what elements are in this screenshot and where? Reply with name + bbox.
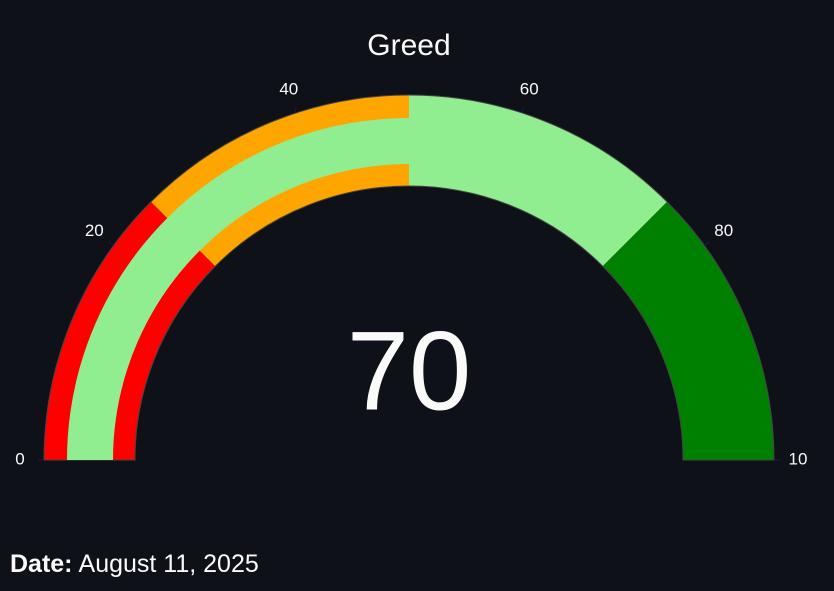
gauge-step [602, 201, 774, 461]
tick-label: 80 [714, 221, 733, 240]
footer-label: Date: [10, 550, 73, 578]
tick-label: 20 [85, 221, 104, 240]
footer: Date: August 11, 2025 [10, 550, 259, 578]
tick-label: 40 [279, 80, 298, 99]
tick-label: 60 [520, 80, 539, 99]
tick-mark [703, 241, 710, 246]
tick-mark [521, 107, 525, 114]
tick-label: 10 [789, 449, 808, 468]
gauge-outline [43, 94, 775, 461]
footer-date: August 11, 2025 [79, 550, 259, 578]
tick-mark [108, 241, 115, 246]
chart-title: Greed [367, 29, 450, 62]
tick-mark [293, 107, 297, 114]
gauge-bar [67, 117, 611, 461]
tick-label: 0 [15, 449, 24, 468]
gauge-value: 70 [347, 309, 472, 434]
